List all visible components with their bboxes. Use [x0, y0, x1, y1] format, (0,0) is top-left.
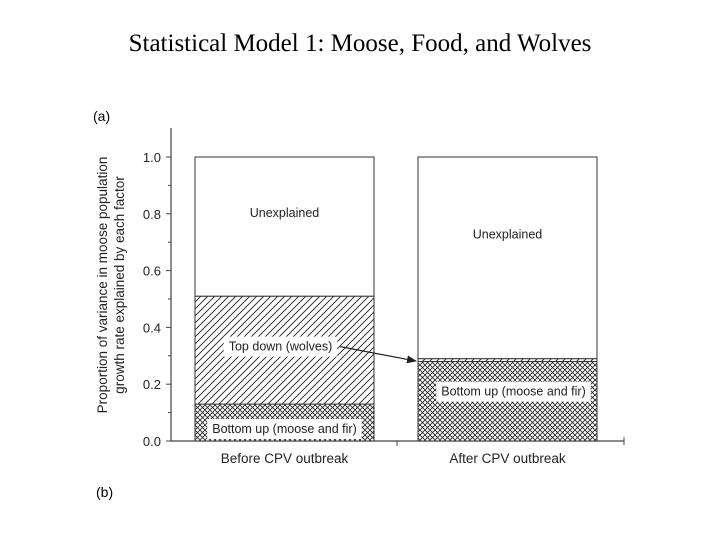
y-tick-label: 0.4 [143, 320, 161, 335]
topdown-arrow [340, 346, 417, 364]
x-category-label: After CPV outbreak [449, 451, 566, 466]
before-unexplained-label-background [244, 203, 325, 224]
before-bottomup-label-background [207, 419, 362, 440]
panel-label-a: (a) [93, 108, 111, 124]
after-unexplained-label: Unexplained [473, 227, 543, 241]
y-tick-label: 0.0 [143, 434, 161, 449]
before-topdown-label: Top down (wolves) [229, 340, 333, 354]
bar-segment [417, 156, 598, 360]
y-tick-label: 0.8 [143, 207, 161, 222]
after-bottomup-label-background [436, 381, 591, 402]
bar-segment [194, 156, 375, 297]
after-unexplained-label-background [467, 224, 548, 245]
panel-label-b: (b) [96, 484, 114, 500]
after-bottomup-label: Bottom up (moose and fir) [441, 385, 586, 399]
bar-labels: Unexplained Top down (wolves) Bottom up (m… [207, 203, 591, 440]
y-axis-label-line: growth rate explained by each factor [112, 176, 127, 394]
before-topdown-label-background [223, 336, 338, 357]
y-tick-label: 0.6 [143, 264, 161, 279]
before-bottomup-label: Bottom up (moose and fir) [212, 422, 357, 436]
slide-title: Statistical Model 1: Moose, Food, and Wo… [128, 30, 592, 57]
y-axis-label: Proportion of variance in moose populati… [95, 157, 127, 414]
before-unexplained-label: Unexplained [250, 206, 320, 220]
axes: 0.0 0.2 0.4 0.6 0.8 1.0 Proportion of variance… [95, 128, 625, 466]
y-tick-label: 1.0 [143, 150, 161, 165]
y-tick-label: 0.2 [143, 377, 161, 392]
x-category-label: Before CPV outbreak [221, 451, 349, 466]
y-axis-label-line: Proportion of variance in moose populati… [95, 157, 110, 414]
